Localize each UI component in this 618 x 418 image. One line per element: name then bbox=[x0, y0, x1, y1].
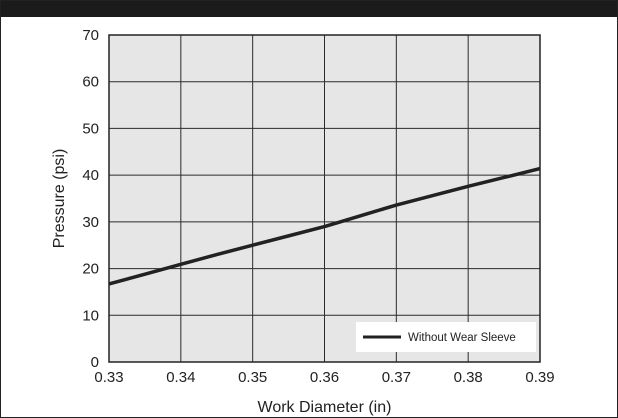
legend-label: Without Wear Sleeve bbox=[408, 332, 516, 344]
y-tick-label: 10 bbox=[82, 307, 99, 324]
series-line bbox=[108, 166, 541, 286]
y-tick-label: 70 bbox=[82, 27, 99, 44]
legend: Without Wear Sleeve bbox=[356, 322, 536, 352]
x-tick-label: 0.35 bbox=[238, 369, 267, 386]
x-tick-label: 0.36 bbox=[310, 369, 339, 386]
x-tick-label: 0.38 bbox=[454, 369, 483, 386]
y-tick-label: 60 bbox=[82, 74, 99, 91]
y-tick-label: 50 bbox=[82, 120, 99, 137]
y-tick-label: 0 bbox=[91, 354, 99, 371]
x-tick-label: 0.39 bbox=[525, 369, 554, 386]
y-tick-label: 30 bbox=[82, 214, 99, 231]
x-axis-ticks: 0.33 0.34 0.35 0.36 0.37 0.38 0.39 bbox=[94, 369, 554, 386]
y-tick-label: 20 bbox=[82, 261, 99, 278]
y-tick-label: 40 bbox=[82, 167, 99, 184]
x-tick-label: 0.37 bbox=[382, 369, 411, 386]
series-group bbox=[108, 166, 541, 286]
header-bar bbox=[1, 1, 617, 17]
plot-border bbox=[108, 34, 541, 363]
y-axis-ticks: 0 10 20 30 40 50 60 70 bbox=[82, 27, 99, 371]
y-axis-title: Pressure (psi) bbox=[51, 149, 68, 249]
x-tick-label: 0.34 bbox=[166, 369, 195, 386]
x-axis-title: Work Diameter (in) bbox=[258, 399, 392, 416]
x-tick-label: 0.33 bbox=[94, 369, 123, 386]
